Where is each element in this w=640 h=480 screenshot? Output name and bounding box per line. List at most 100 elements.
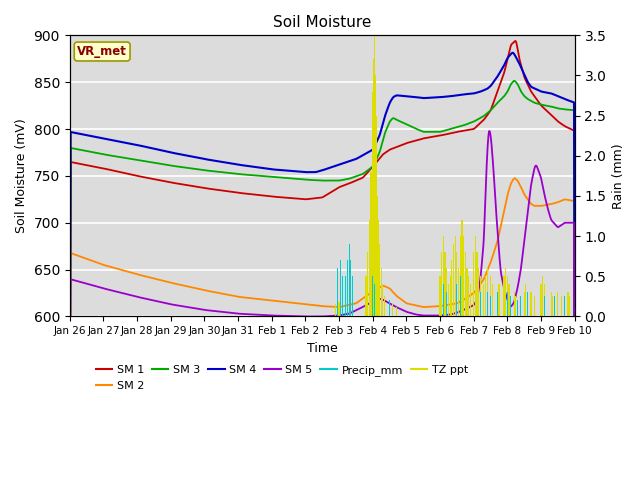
Bar (342, 307, 343, 316)
Bar (544, 296, 545, 316)
Bar (499, 284, 500, 316)
Bar (542, 276, 543, 316)
Bar (465, 252, 466, 316)
Bar (468, 276, 469, 316)
Bar (552, 296, 554, 316)
Bar (453, 244, 454, 316)
Bar (460, 236, 461, 316)
Bar (441, 252, 442, 316)
Bar (377, 196, 378, 316)
Bar (340, 260, 341, 316)
Bar (557, 292, 559, 316)
Bar (371, 172, 372, 316)
Bar (487, 292, 488, 316)
Bar (352, 276, 353, 316)
Bar (461, 220, 463, 316)
Bar (507, 276, 508, 316)
Bar (507, 292, 508, 316)
Bar (372, 60, 374, 316)
Bar (569, 296, 570, 316)
Bar (467, 268, 468, 316)
Bar (335, 304, 336, 316)
Bar (550, 292, 552, 316)
Bar (443, 236, 444, 316)
Text: VR_met: VR_met (77, 45, 127, 58)
Bar (454, 236, 456, 316)
Bar (513, 292, 515, 316)
Bar (483, 284, 484, 316)
Bar (382, 284, 383, 316)
Y-axis label: Soil Moisture (mV): Soil Moisture (mV) (15, 119, 28, 233)
Bar (458, 268, 459, 316)
Bar (480, 292, 481, 316)
Bar (485, 276, 486, 316)
Bar (451, 260, 452, 316)
Bar (367, 252, 368, 316)
Bar (392, 304, 394, 316)
Bar (557, 292, 558, 316)
Bar (460, 276, 461, 316)
Y-axis label: Rain (mm): Rain (mm) (612, 143, 625, 209)
Bar (544, 284, 545, 316)
Bar (376, 116, 377, 316)
Bar (376, 156, 378, 316)
Bar (384, 296, 385, 316)
Bar (508, 284, 509, 316)
Bar (392, 304, 394, 316)
Bar (470, 284, 471, 316)
Bar (554, 296, 555, 316)
Bar (486, 268, 488, 316)
Bar (534, 296, 535, 316)
Bar (374, 284, 375, 316)
Bar (527, 292, 528, 316)
Bar (339, 302, 340, 316)
Bar (490, 296, 491, 316)
Bar (480, 276, 481, 316)
Bar (396, 307, 397, 316)
Bar (347, 260, 348, 316)
Bar (564, 296, 565, 316)
Bar (456, 284, 457, 316)
Bar (375, 75, 376, 316)
Bar (456, 252, 458, 316)
Bar (531, 292, 532, 316)
Bar (520, 296, 521, 316)
Bar (449, 276, 451, 316)
Bar (515, 296, 516, 316)
Bar (446, 268, 447, 316)
Bar (337, 268, 338, 316)
Bar (505, 268, 506, 316)
Bar (448, 284, 449, 316)
Bar (525, 284, 527, 316)
Bar (345, 309, 346, 316)
Bar (463, 236, 464, 316)
Bar (475, 236, 476, 316)
Bar (473, 252, 474, 316)
Bar (378, 220, 380, 316)
Bar (497, 292, 498, 316)
Bar (461, 284, 462, 316)
Bar (478, 268, 479, 316)
Legend: SM 1, SM 2, SM 3, SM 4, SM 5, Precip_mm, TZ ppt: SM 1, SM 2, SM 3, SM 4, SM 5, Precip_mm,… (91, 361, 472, 395)
Bar (379, 244, 380, 316)
Bar (365, 276, 367, 316)
Bar (510, 296, 511, 316)
Bar (492, 284, 493, 316)
Bar (389, 307, 390, 316)
X-axis label: Time: Time (307, 342, 337, 355)
Title: Soil Moisture: Soil Moisture (273, 15, 371, 30)
Bar (517, 300, 518, 316)
Bar (372, 92, 373, 316)
Bar (369, 220, 370, 316)
Bar (372, 276, 373, 316)
Bar (561, 296, 562, 316)
Bar (389, 300, 390, 316)
Bar (524, 292, 525, 316)
Bar (443, 284, 444, 316)
Bar (446, 292, 447, 316)
Bar (374, 36, 375, 316)
Bar (342, 276, 343, 316)
Bar (497, 292, 498, 316)
Bar (490, 276, 491, 316)
Bar (540, 284, 541, 316)
